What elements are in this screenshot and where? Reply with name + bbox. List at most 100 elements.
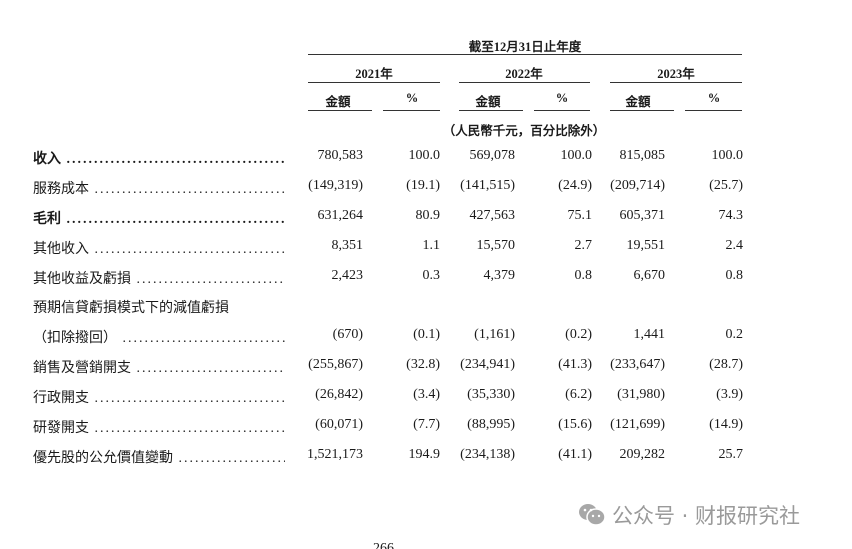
- amount-cell: (234,941): [460, 357, 515, 372]
- amount-cell: 4,379: [483, 268, 516, 283]
- divider: [308, 82, 440, 83]
- amount-cell: (670): [332, 327, 363, 342]
- table-row: （扣除撥回） .................................…: [0, 327, 852, 347]
- pct-cell: (0.2): [565, 327, 592, 342]
- divider: [685, 110, 742, 111]
- amount-cell: (121,699): [610, 417, 665, 432]
- row-label: 服務成本 ...................................…: [33, 178, 285, 198]
- row-label-text: 收入: [33, 152, 61, 167]
- pct-cell: (25.7): [709, 178, 743, 193]
- pct-cell: 0.8: [725, 268, 744, 283]
- pct-cell: (41.1): [558, 447, 592, 462]
- amount-cell: 569,078: [469, 148, 516, 163]
- row-label: 毛利 .....................................…: [33, 208, 285, 228]
- amount-cell: (209,714): [610, 178, 665, 193]
- pct-cell: 100.0: [408, 148, 441, 163]
- row-label: 優先股的公允價值變動 .............................…: [33, 447, 285, 467]
- pct-header: %: [555, 91, 569, 105]
- amount-cell: (233,647): [610, 357, 665, 372]
- amount-cell: 1,441: [633, 327, 666, 342]
- wechat-icon: [579, 504, 606, 526]
- table-row: 預期信貸虧損模式下的減值虧損: [0, 297, 852, 317]
- amount-cell: 605,371: [619, 208, 666, 223]
- pct-cell: (3.9): [716, 387, 743, 402]
- pct-cell: 2.4: [725, 238, 744, 253]
- dot-leader: ........................................…: [94, 182, 286, 197]
- divider: [610, 82, 742, 83]
- amount-header: 金額: [475, 95, 501, 109]
- amount-cell: 209,282: [619, 447, 666, 462]
- year-header: 2022年: [505, 67, 543, 81]
- dot-leader: ........................................…: [136, 361, 286, 376]
- row-label-text: 服務成本: [33, 182, 89, 197]
- table-row: 服務成本 ...................................…: [0, 178, 852, 198]
- amount-cell: (88,995): [467, 417, 515, 432]
- pct-cell: 2.7: [574, 238, 593, 253]
- row-label: （扣除撥回） .................................…: [33, 327, 285, 347]
- pct-cell: 1.1: [422, 238, 441, 253]
- dot-leader: ........................................…: [66, 152, 286, 167]
- table-row: 研發開支 ...................................…: [0, 417, 852, 437]
- pct-cell: 0.3: [422, 268, 441, 283]
- dot-leader: ........................................…: [178, 451, 286, 466]
- dot-leader: ........................................…: [94, 391, 286, 406]
- amount-cell: 427,563: [469, 208, 516, 223]
- amount-cell: (31,980): [617, 387, 665, 402]
- amount-cell: 631,264: [317, 208, 364, 223]
- amount-cell: 2,423: [331, 268, 364, 283]
- amount-cell: (141,515): [460, 178, 515, 193]
- pct-header: %: [707, 91, 721, 105]
- amount-cell: 19,551: [626, 238, 666, 253]
- pct-cell: 0.2: [725, 327, 744, 342]
- amount-cell: (234,138): [460, 447, 515, 462]
- divider: [383, 110, 440, 111]
- dot-leader: ........................................…: [94, 242, 286, 257]
- divider: [308, 54, 742, 55]
- divider: [534, 110, 590, 111]
- year-header: 2021年: [355, 67, 393, 81]
- row-label-text: 研發開支: [33, 421, 89, 436]
- row-label-text: 行政開支: [33, 391, 89, 406]
- row-label-text: 其他收益及虧損: [33, 272, 131, 287]
- pct-cell: 74.3: [718, 208, 744, 223]
- pct-cell: 100.0: [711, 148, 744, 163]
- row-label-text: 毛利: [33, 212, 61, 227]
- pct-cell: (14.9): [709, 417, 743, 432]
- pct-cell: 80.9: [415, 208, 441, 223]
- row-label-text: 優先股的公允價值變動: [33, 451, 173, 466]
- page-number: 266: [373, 541, 394, 549]
- pct-cell: (32.8): [406, 357, 440, 372]
- divider: [308, 110, 372, 111]
- row-label-text: 預期信貸虧損模式下的減值虧損: [33, 301, 229, 316]
- row-label: 其他收益及虧損 ................................…: [33, 268, 285, 288]
- pct-cell: 75.1: [567, 208, 593, 223]
- period-header: 截至12月31日止年度: [468, 40, 582, 54]
- dot-leader: ........................................…: [66, 212, 286, 227]
- row-label: 其他收入 ...................................…: [33, 238, 285, 258]
- amount-header: 金額: [325, 95, 351, 109]
- amount-cell: (1,161): [474, 327, 515, 342]
- divider: [459, 110, 523, 111]
- pct-cell: (0.1): [413, 327, 440, 342]
- table-row: 毛利 .....................................…: [0, 208, 852, 228]
- pct-cell: (15.6): [558, 417, 592, 432]
- watermark-text: 公众号 · 财报研究社: [612, 504, 801, 528]
- amount-cell: 815,085: [619, 148, 666, 163]
- row-label-text: 銷售及營銷開支: [33, 361, 131, 376]
- amount-cell: (26,842): [315, 387, 363, 402]
- unit-note: （人民幣千元，百分比除外）: [442, 124, 606, 138]
- pct-cell: 25.7: [718, 447, 744, 462]
- pct-cell: (41.3): [558, 357, 592, 372]
- amount-cell: (255,867): [308, 357, 363, 372]
- pct-cell: (28.7): [709, 357, 743, 372]
- year-header: 2023年: [657, 67, 695, 81]
- row-label: 收入 .....................................…: [33, 148, 285, 168]
- amount-cell: 780,583: [317, 148, 364, 163]
- row-label: 銷售及營銷開支 ................................…: [33, 357, 285, 377]
- pct-cell: 194.9: [408, 447, 441, 462]
- amount-cell: 8,351: [331, 238, 364, 253]
- amount-cell: (35,330): [467, 387, 515, 402]
- divider: [459, 82, 590, 83]
- pct-cell: (24.9): [558, 178, 592, 193]
